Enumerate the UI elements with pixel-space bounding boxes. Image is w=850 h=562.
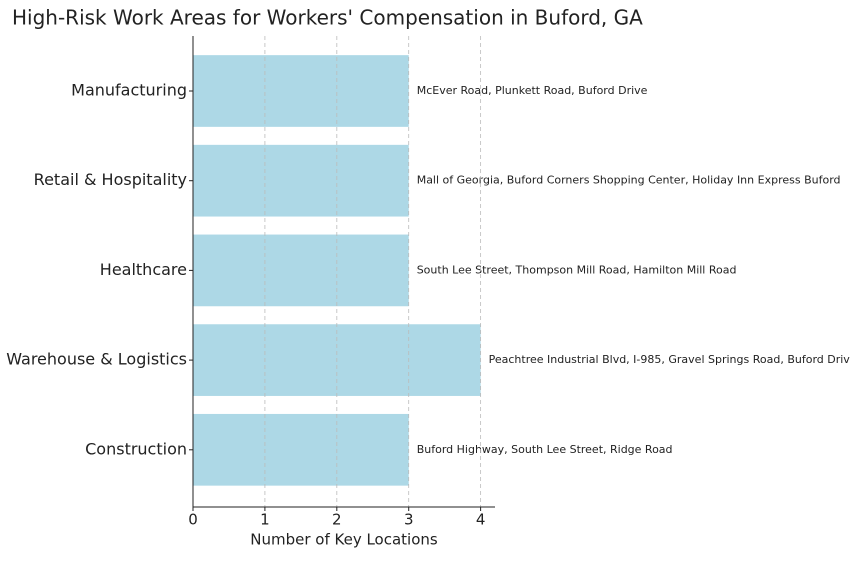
y-tick-label: Warehouse & Logistics — [6, 350, 187, 369]
y-tick-label: Retail & Hospitality — [34, 170, 187, 189]
x-tick-label: 3 — [404, 511, 414, 529]
bar — [193, 144, 409, 217]
annotation: Buford Highway, South Lee Street, Ridge … — [417, 443, 673, 456]
chart-title: High-Risk Work Areas for Workers' Compen… — [12, 6, 643, 30]
y-tick-label: Healthcare — [100, 260, 187, 279]
annotation: McEver Road, Plunkett Road, Buford Drive — [417, 84, 648, 97]
y-tick-label: Manufacturing — [71, 81, 187, 100]
x-tick-label: 0 — [188, 511, 198, 529]
x-tick-label: 4 — [476, 511, 486, 529]
annotation: Mall of Georgia, Buford Corners Shopping… — [417, 174, 841, 187]
bar — [193, 234, 409, 307]
bar — [193, 55, 409, 127]
x-tick-label: 2 — [332, 511, 342, 529]
annotation: Peachtree Industrial Blvd, I-985, Gravel… — [489, 353, 850, 366]
bar — [193, 413, 409, 486]
annotation: South Lee Street, Thompson Mill Road, Ha… — [417, 263, 737, 276]
y-tick-label: Construction — [85, 439, 187, 458]
x-axis-label: Number of Key Locations — [250, 531, 438, 549]
x-tick-label: 1 — [260, 511, 270, 529]
